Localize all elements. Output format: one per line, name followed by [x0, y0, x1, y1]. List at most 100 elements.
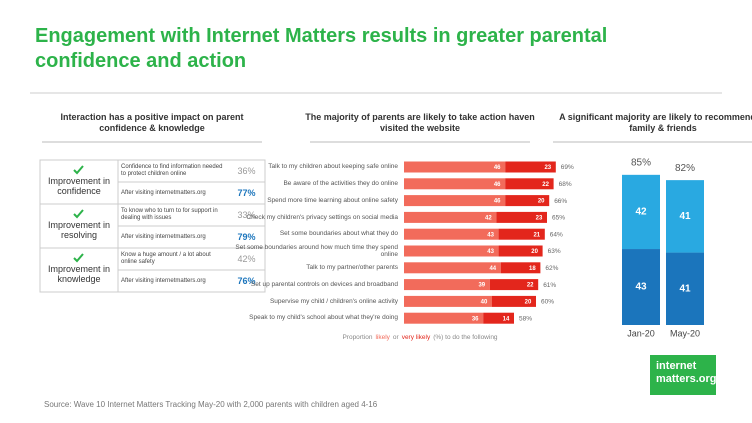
statement: After visiting internetmatters.org — [121, 233, 206, 240]
title: Engagement with Internet Matters results… — [35, 25, 608, 72]
note-part: or — [392, 334, 399, 341]
statement: Confidence to find information needed to… — [121, 164, 223, 177]
value-label: 43 — [487, 249, 494, 255]
panel-heading: The majority of parents are likely to ta… — [305, 112, 535, 133]
value-label: 46 — [494, 182, 501, 188]
category-label: Speak to my child's school about what th… — [249, 314, 398, 322]
value-label: 40 — [481, 299, 488, 305]
value-label: 23 — [536, 215, 543, 221]
source: Source: Wave 10 Internet Matters Trackin… — [44, 400, 378, 409]
bar-segment — [404, 312, 484, 324]
note-part: likely — [375, 334, 390, 341]
value-label: 43 — [635, 282, 647, 293]
value-label: 36 — [472, 316, 479, 322]
check-icon — [73, 253, 84, 263]
value-label: 20 — [525, 299, 532, 305]
note-part: very likely — [401, 334, 431, 341]
category-label: Check my children's privacy settings on … — [246, 213, 398, 221]
total-label: 82% — [675, 163, 695, 174]
category-label: Set some boundaries around how much time… — [235, 243, 398, 259]
value-label: 41 — [679, 211, 691, 222]
bar-segment — [505, 178, 554, 190]
category-label: Set some boundaries about what they do — [279, 230, 398, 238]
value-label: 23 — [544, 165, 551, 171]
category-label: Be aware of the activities they do onlin… — [283, 180, 398, 188]
value-label: 46 — [494, 165, 501, 171]
bar-segment — [404, 161, 506, 173]
bar-segment — [496, 211, 547, 223]
bar-segment — [404, 228, 499, 240]
category-label: Spend more time learning about online sa… — [267, 196, 398, 204]
value-label: 42 — [635, 207, 647, 218]
statement: After visiting internetmatters.org — [121, 189, 206, 196]
bar-segment — [483, 312, 514, 324]
category-label: Talk to my children about keeping safe o… — [268, 163, 398, 171]
statement: After visiting internetmatters.org — [121, 277, 206, 284]
value-label: 14 — [503, 316, 510, 322]
value-label: 43 — [487, 232, 494, 238]
bar-segment — [404, 245, 499, 257]
check-icon — [73, 165, 84, 175]
bar-segment — [404, 262, 501, 274]
total-label: 62% — [545, 265, 558, 272]
logo: internet matters.org — [656, 360, 717, 386]
stat-value: 76% — [237, 276, 256, 286]
bar-segment — [489, 279, 539, 291]
total-label: 63% — [548, 248, 561, 255]
bar-segment — [492, 295, 536, 307]
bar-segment — [404, 211, 497, 223]
row-label: Improvement in confidence — [47, 176, 111, 196]
value-label: 20 — [531, 249, 538, 255]
stat-value: 33% — [237, 210, 256, 220]
bar-segment — [498, 245, 543, 257]
value-label: 44 — [489, 266, 496, 272]
statement: To know who to turn to for support in de… — [121, 208, 218, 221]
stat-value: 79% — [237, 232, 256, 242]
bar-segment — [666, 180, 704, 253]
note: Proportion likely or very likely (%) to do t… — [300, 334, 540, 341]
value-label: 20 — [538, 199, 545, 205]
value-label: 39 — [478, 283, 485, 289]
total-label: 65% — [552, 215, 565, 222]
total-label: 69% — [561, 164, 574, 171]
total-label: 60% — [541, 299, 554, 306]
bar-segment — [500, 262, 541, 274]
value-label: 18 — [529, 266, 536, 272]
category-label: Set up parental controls on devices and … — [250, 280, 398, 288]
value-label: 41 — [679, 283, 691, 294]
bar-segment — [505, 161, 556, 173]
note-part: (%) to do the following — [433, 334, 498, 341]
x-tick-label: Jan-20 — [627, 328, 655, 338]
bar-segment — [622, 174, 660, 250]
total-label: 85% — [631, 157, 651, 168]
value-label: 22 — [527, 283, 534, 289]
category-label: Talk to my partner/other parents — [306, 264, 398, 272]
value-label: 21 — [533, 232, 540, 238]
total-label: 68% — [559, 181, 572, 188]
bar-segment — [505, 195, 550, 207]
bar-segment — [404, 279, 490, 291]
panel-heading: A significant majority are likely to rec… — [559, 112, 752, 133]
logo-box — [650, 355, 716, 395]
bar-segment — [498, 228, 545, 240]
row-label: Improvement in resolving — [47, 220, 111, 240]
category-label: Supervise my child / children's online a… — [269, 297, 398, 305]
bar-segment — [622, 249, 660, 325]
stat-value: 77% — [237, 188, 256, 198]
note-part: Proportion — [342, 334, 373, 341]
bar-segment — [404, 178, 506, 190]
row-label: Improvement in knowledge — [47, 264, 111, 284]
bar-segment — [666, 252, 704, 325]
logo-text: internet — [656, 360, 697, 372]
value-label: 22 — [542, 182, 549, 188]
value-label: 42 — [485, 215, 492, 221]
statement: Know a huge amount / a lot about online … — [121, 252, 211, 265]
stat-value: 42% — [237, 254, 256, 264]
total-label: 66% — [554, 198, 567, 205]
total-label: 58% — [519, 315, 532, 322]
total-label: 64% — [550, 231, 563, 238]
logo-text: matters.org — [656, 373, 717, 385]
bar-segment — [404, 195, 506, 207]
